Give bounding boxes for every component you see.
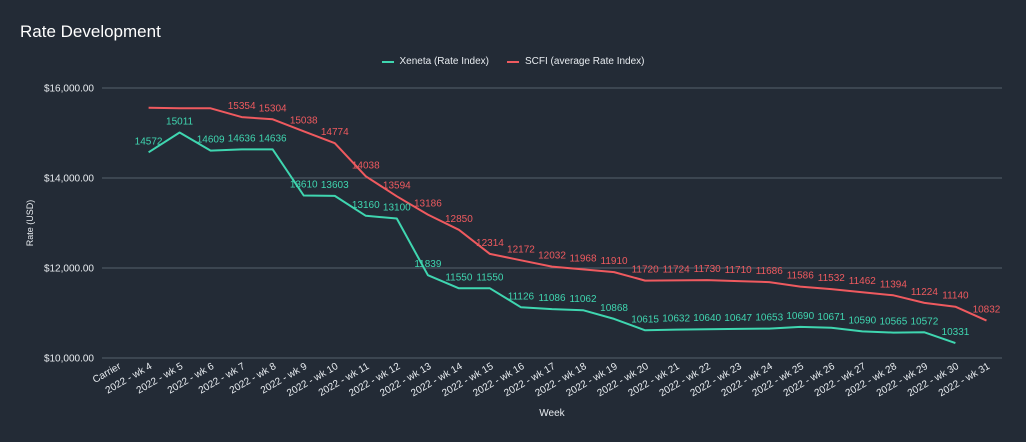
data-label-xeneta: 11550 xyxy=(445,272,473,283)
data-label-xeneta: 10671 xyxy=(817,312,845,323)
data-label-scfi: 15354 xyxy=(228,101,256,112)
data-label-scfi: 11720 xyxy=(632,265,660,276)
data-label-xeneta: 10647 xyxy=(724,313,752,324)
data-label-xeneta: 10565 xyxy=(879,317,907,328)
data-label-xeneta: 10572 xyxy=(911,316,939,327)
data-label-scfi: 14774 xyxy=(321,127,349,138)
data-label-xeneta: 13160 xyxy=(352,200,380,211)
series-line-scfi xyxy=(148,106,987,322)
data-label-xeneta: 15011 xyxy=(166,117,194,128)
data-label-xeneta: 10868 xyxy=(600,303,628,314)
data-label-scfi: 11224 xyxy=(911,287,939,298)
data-label-scfi: 11730 xyxy=(694,264,722,275)
data-label-scfi: 12850 xyxy=(445,214,473,225)
data-label-scfi: 12172 xyxy=(507,244,535,255)
data-label-xeneta: 10690 xyxy=(786,311,814,322)
data-label-scfi: 11686 xyxy=(756,266,784,277)
data-label-xeneta: 11839 xyxy=(414,259,442,270)
data-label-xeneta: 11062 xyxy=(569,294,597,305)
legend-item-scfi[interactable]: SCFI (average Rate Index) xyxy=(507,56,645,67)
legend-label-xeneta: Xeneta (Rate Index) xyxy=(399,56,490,67)
data-label-scfi: 11910 xyxy=(601,256,629,267)
data-label-xeneta: 10653 xyxy=(755,313,783,324)
data-label-scfi: 11968 xyxy=(569,253,597,264)
data-label-scfi: 11532 xyxy=(818,273,846,284)
data-label-xeneta: 11126 xyxy=(508,291,535,302)
legend: Xeneta (Rate Index) SCFI (average Rate I… xyxy=(0,56,1026,67)
data-label-xeneta: 13610 xyxy=(290,180,318,191)
x-axis-title: Week xyxy=(539,408,565,419)
data-label-xeneta: 11550 xyxy=(476,272,504,283)
data-label-scfi: 11586 xyxy=(787,271,815,282)
y-tick-label: $10,000.00 xyxy=(44,354,94,365)
data-label-xeneta: 10632 xyxy=(662,314,690,325)
data-label-xeneta: 10331 xyxy=(942,327,970,338)
y-tick-label: $16,000.00 xyxy=(44,84,94,95)
y-tick-label: $14,000.00 xyxy=(44,174,94,185)
data-label-xeneta: 14609 xyxy=(197,135,225,146)
legend-item-xeneta[interactable]: Xeneta (Rate Index) xyxy=(381,56,490,67)
data-label-scfi: 13594 xyxy=(383,180,411,191)
data-label-scfi: 12032 xyxy=(538,251,566,262)
data-label-xeneta: 10615 xyxy=(631,314,659,325)
data-label-xeneta: 14636 xyxy=(228,133,256,144)
data-label-xeneta: 13603 xyxy=(321,180,349,191)
data-label-xeneta: 14636 xyxy=(259,133,287,144)
data-label-scfi: 10832 xyxy=(973,305,1001,316)
data-label-scfi: 11724 xyxy=(663,264,691,275)
data-label-scfi: 15304 xyxy=(259,103,287,114)
y-tick-label: $12,000.00 xyxy=(44,264,94,275)
data-label-scfi: 11710 xyxy=(725,265,753,276)
legend-swatch-scfi xyxy=(507,60,519,63)
data-label-xeneta: 13100 xyxy=(383,203,411,214)
data-label-scfi: 11462 xyxy=(849,276,877,287)
legend-label-scfi: SCFI (average Rate Index) xyxy=(525,56,645,67)
data-label-xeneta: 10590 xyxy=(848,315,876,326)
series-line-xeneta xyxy=(148,131,956,345)
data-label-scfi: 15038 xyxy=(290,115,318,126)
data-label-xeneta: 14572 xyxy=(135,136,163,147)
data-label-scfi: 11140 xyxy=(942,291,969,302)
y-axis-title: Rate (USD) xyxy=(25,200,35,247)
data-label-scfi: 13186 xyxy=(414,199,442,210)
data-label-scfi: 14038 xyxy=(352,160,380,171)
legend-swatch-xeneta xyxy=(381,60,394,63)
data-label-xeneta: 11086 xyxy=(538,293,566,304)
data-label-xeneta: 10640 xyxy=(693,313,721,324)
data-label-scfi: 12314 xyxy=(476,238,504,249)
chart-title: Rate Development xyxy=(20,22,161,41)
data-label-scfi: 11394 xyxy=(880,279,908,290)
